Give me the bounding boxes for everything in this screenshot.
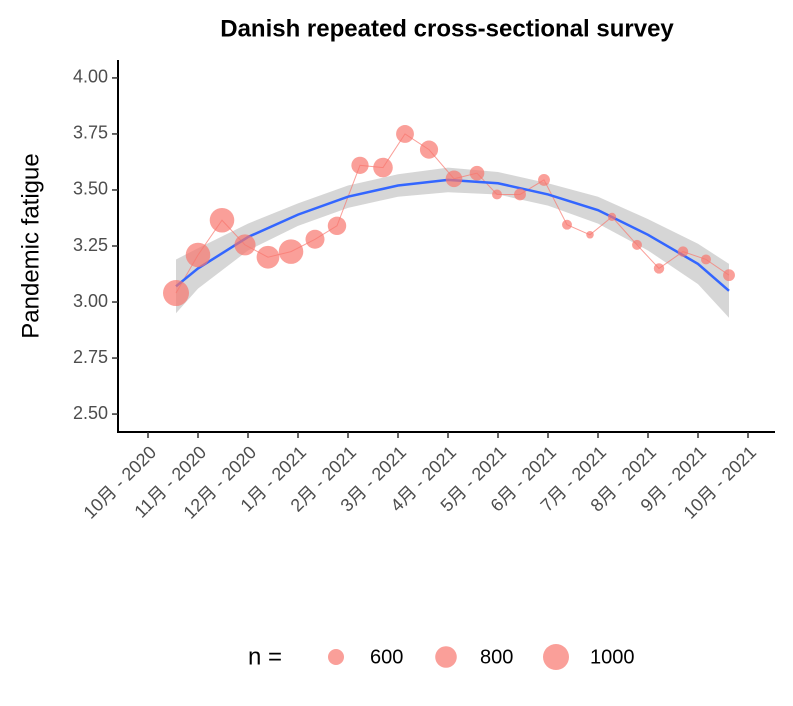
y-tick-label: 3.25 xyxy=(73,235,108,255)
point xyxy=(234,234,256,256)
y-axis-label: Pandemic fatigue xyxy=(17,153,44,338)
point xyxy=(209,207,235,233)
point xyxy=(701,254,711,265)
point xyxy=(327,216,347,236)
legend-label: 1000 xyxy=(590,646,635,668)
point xyxy=(723,269,735,282)
point xyxy=(305,229,325,249)
point xyxy=(396,125,414,143)
point xyxy=(185,242,211,268)
point xyxy=(632,239,642,250)
point xyxy=(469,165,485,181)
legend-title: n = xyxy=(248,643,282,670)
y-tick-label: 2.75 xyxy=(73,347,108,367)
point xyxy=(492,189,502,200)
connect-line xyxy=(175,133,730,294)
point xyxy=(677,246,689,257)
y-tick-label: 3.00 xyxy=(73,291,108,311)
y-tick-label: 2.50 xyxy=(73,403,108,423)
chart-title: Danish repeated cross-sectional survey xyxy=(220,15,674,42)
legend-label: 800 xyxy=(480,646,513,668)
point xyxy=(607,212,617,221)
legend-symbol xyxy=(435,646,457,668)
point xyxy=(586,231,594,239)
y-tick-label: 3.50 xyxy=(73,179,108,199)
point xyxy=(278,239,304,264)
point xyxy=(351,156,369,174)
point xyxy=(445,170,463,188)
legend-symbol xyxy=(543,644,569,670)
point xyxy=(538,173,550,186)
point xyxy=(653,263,665,274)
confidence-band xyxy=(176,167,729,318)
point xyxy=(373,157,393,178)
y-tick-label: 3.75 xyxy=(73,123,108,143)
point xyxy=(256,245,280,269)
point xyxy=(419,140,439,159)
point xyxy=(514,188,526,201)
y-tick-label: 4.00 xyxy=(73,67,108,87)
legend-symbol xyxy=(328,649,344,665)
legend-label: 600 xyxy=(370,646,403,668)
point xyxy=(562,219,572,230)
point xyxy=(163,280,189,307)
